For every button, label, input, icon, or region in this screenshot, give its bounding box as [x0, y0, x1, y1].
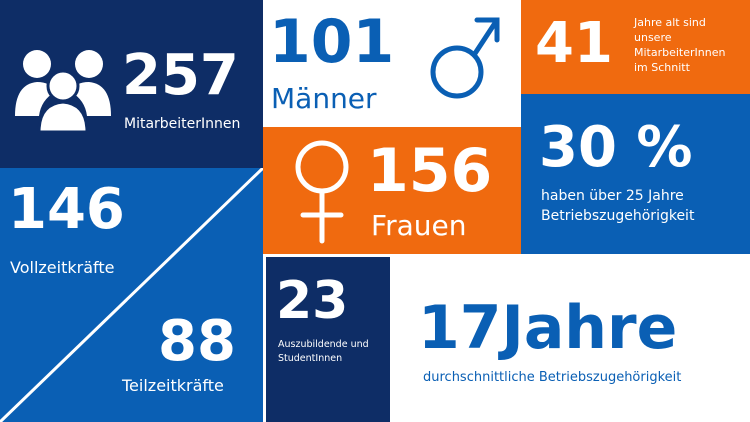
seniority-value: 30 %	[539, 115, 693, 180]
employees-value: 257	[122, 43, 239, 108]
age-label-line3: MitarbeiterInnen	[634, 46, 726, 59]
parttime-value: 88	[158, 309, 236, 374]
tenure-label: durchschnittliche Betriebszugehörigkeit	[423, 370, 682, 385]
workload-tile: 146 Vollzeitkräfte 88 Teilzeitkräfte	[0, 168, 263, 422]
fulltime-label: Vollzeitkräfte	[10, 258, 115, 277]
female-symbol-icon	[295, 140, 349, 244]
male-symbol-icon	[430, 17, 500, 99]
seniority-label-line2: Betriebszugehörigkeit	[541, 208, 695, 224]
trainees-value: 23	[276, 271, 349, 331]
workload-split-background	[0, 168, 263, 422]
age-value: 41	[535, 11, 613, 76]
tenure-value: 17Jahre	[418, 293, 678, 363]
men-tile: 101 Männer	[263, 0, 521, 127]
seniority-label-line1: haben über 25 Jahre	[541, 188, 684, 204]
trainees-label-line1: Auszubildende und	[278, 339, 369, 350]
age-label-line2: unsere	[634, 31, 672, 44]
fulltime-value: 146	[8, 177, 125, 242]
employees-tile: 257 MitarbeiterInnen	[0, 0, 263, 168]
age-label-line4: im Schnitt	[634, 61, 690, 74]
women-value: 156	[367, 136, 493, 206]
women-label: Frauen	[371, 209, 467, 242]
seniority-tile: 30 % haben über 25 Jahre Betriebszugehör…	[521, 94, 750, 254]
women-tile: 156 Frauen	[263, 127, 521, 254]
trainees-tile: 23 Auszubildende und StudentInnen	[266, 257, 390, 422]
people-group-icon	[15, 50, 111, 134]
men-value: 101	[269, 7, 395, 77]
trainees-label-line2: StudentInnen	[278, 353, 343, 364]
tenure-tile: 17Jahre durchschnittliche Betriebszugehö…	[390, 254, 750, 422]
parttime-label: Teilzeitkräfte	[122, 376, 224, 395]
age-label-line1: Jahre alt sind	[634, 16, 706, 29]
age-tile: 41 Jahre alt sind unsere MitarbeiterInne…	[521, 0, 750, 94]
men-label: Männer	[271, 82, 377, 115]
employees-label: MitarbeiterInnen	[124, 116, 241, 132]
